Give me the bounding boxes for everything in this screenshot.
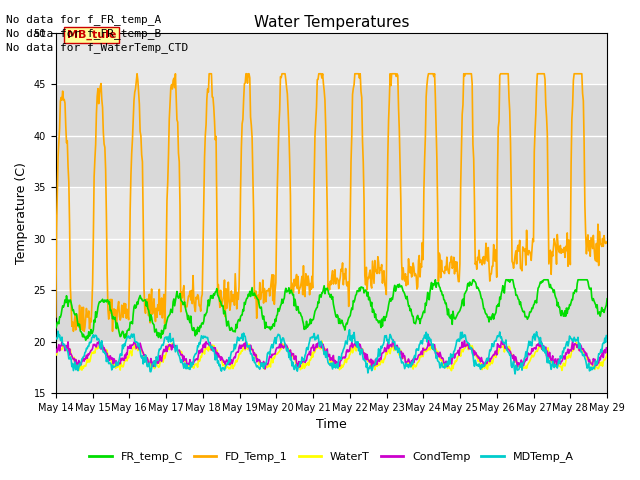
Text: No data for f_FR_temp_B: No data for f_FR_temp_B [6,28,162,39]
Text: No data for f_WaterTemp_CTD: No data for f_WaterTemp_CTD [6,42,189,53]
Y-axis label: Temperature (C): Temperature (C) [15,162,28,264]
Bar [56,290,607,342]
Title: Water Temperatures: Water Temperatures [253,15,409,30]
Text: No data for f_FR_temp_A: No data for f_FR_temp_A [6,13,162,24]
Text: MB_tule: MB_tule [67,30,116,40]
Bar [56,84,607,187]
Legend: FR_temp_C, FD_Temp_1, WaterT, CondTemp, MDTemp_A: FR_temp_C, FD_Temp_1, WaterT, CondTemp, … [85,447,578,467]
X-axis label: Time: Time [316,419,347,432]
